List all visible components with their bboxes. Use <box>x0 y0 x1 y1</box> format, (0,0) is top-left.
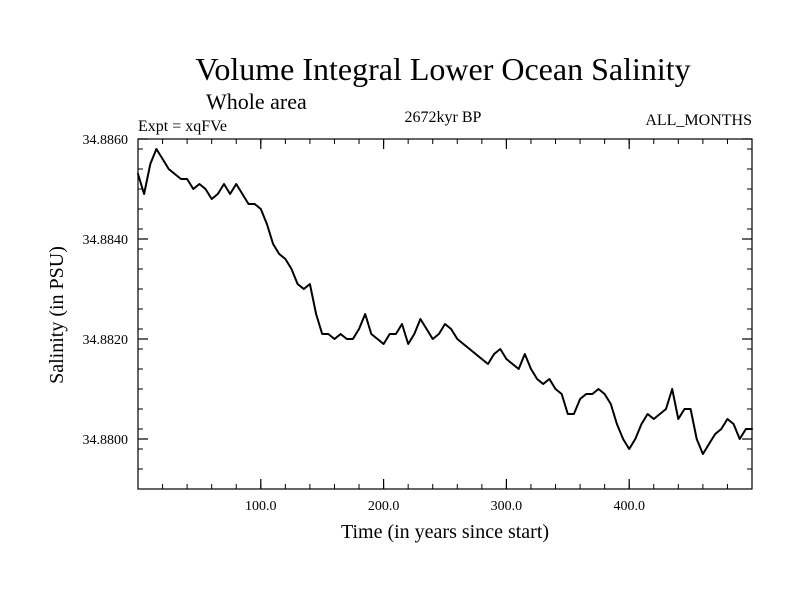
x-tick-label: 100.0 <box>245 499 277 514</box>
y-axis-label: Salinity (in PSU) <box>46 246 68 384</box>
experiment-label: Expt = xqFVe <box>138 118 227 135</box>
period-label: 2672kyr BP <box>405 109 482 126</box>
axes: 100.0 200.0 300.0 400.0 34.8800 34.8820 34.884… <box>83 133 752 514</box>
chart-title: Volume Integral Lower Ocean Salinity <box>195 51 690 87</box>
x-tick-label: 200.0 <box>368 499 400 514</box>
y-tick-label: 34.8800 <box>83 433 129 448</box>
y-tick-label: 34.8860 <box>83 133 129 148</box>
x-tick-label: 300.0 <box>491 499 523 514</box>
series-line-0 <box>137 148 753 455</box>
x-axis-label: Time (in years since start) <box>341 521 549 543</box>
series-layer <box>137 148 753 455</box>
y-tick-label: 34.8840 <box>83 233 129 248</box>
chart-subtitle: Whole area <box>206 89 307 114</box>
x-tick-label: 400.0 <box>613 499 645 514</box>
months-label: ALL_MONTHS <box>645 112 752 129</box>
plot-frame <box>137 138 753 490</box>
y-tick-label: 34.8820 <box>83 333 129 348</box>
